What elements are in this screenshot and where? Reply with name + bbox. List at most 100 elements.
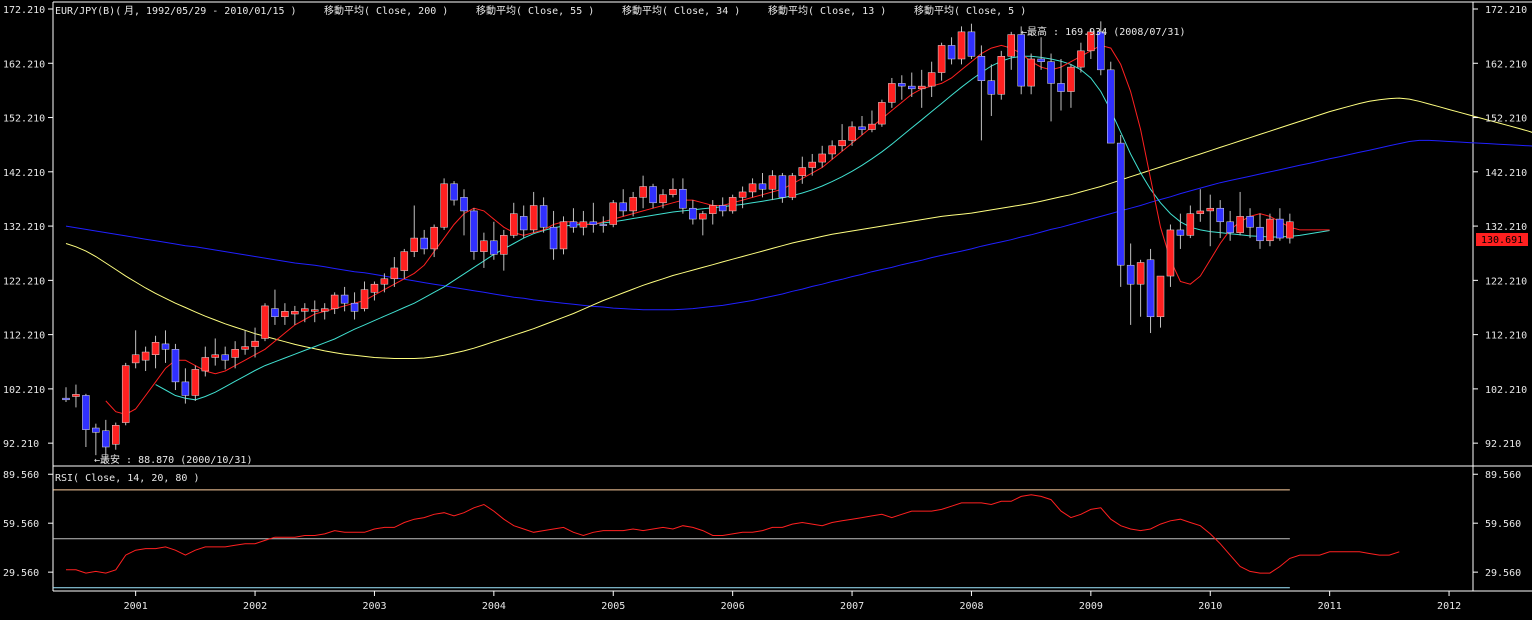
- y-tick-label-right: 92.210: [1485, 439, 1521, 450]
- candle-body-2003-12: [480, 240, 488, 252]
- y-tick-label-left: 152.210: [3, 114, 45, 125]
- ma5-line: [105, 44, 1330, 415]
- y-tick-label-left: 92.210: [3, 439, 39, 450]
- low-annotation: ←最安 : 88.870 (2000/10/31): [94, 453, 252, 466]
- x-tick-label: 2001: [124, 601, 148, 612]
- candle-body-2003-11: [470, 210, 478, 252]
- candle-body-2001-12: [241, 346, 249, 350]
- candle-body-2001-05: [171, 349, 180, 383]
- candle-body-2007-11: [947, 45, 956, 60]
- rsi-tick-label-right: 59.560: [1485, 519, 1521, 530]
- candle-body-2010-06: [1256, 226, 1264, 242]
- candle-body-2000-08: [82, 395, 90, 430]
- rsi-tick-label-right: 29.560: [1485, 568, 1521, 579]
- candle-body-2007-12: [957, 31, 966, 60]
- candle-body-2001-10: [221, 354, 229, 361]
- x-tick-label: 2005: [601, 601, 625, 612]
- candle-body-2003-01: [370, 283, 379, 293]
- y-tick-label-right: 162.210: [1485, 59, 1527, 70]
- candle-body-2003-02: [380, 278, 389, 285]
- candle-body-2005-04: [639, 186, 647, 198]
- rsi-panel: 89.560 89.560 59.560 59.560 29.560 29.560: [3, 470, 1521, 589]
- rsi-tick-label-left: 89.560: [3, 470, 39, 481]
- candle-body-2005-02: [619, 202, 627, 212]
- candle-body-2009-10: [1176, 229, 1185, 236]
- candle-body-2005-01: [609, 202, 617, 225]
- candle-body-2004-03: [510, 213, 518, 236]
- header-symbol: EUR/JPY(B)(: [55, 6, 121, 17]
- candle-body-2002-07: [311, 309, 319, 312]
- x-tick-label: 2003: [362, 601, 386, 612]
- candle-body-2006-06: [778, 175, 787, 198]
- candle-body-2001-07: [191, 369, 200, 396]
- x-tick-label: 2010: [1198, 601, 1222, 612]
- candle-body-2008-07: [1027, 58, 1035, 87]
- candle-body-2008-01: [967, 31, 976, 57]
- header-indicator-ma200: 移動平均( Close, 200 ): [324, 4, 448, 17]
- candle-body-2001-09: [211, 354, 219, 358]
- rsi-tick-label-left: 29.560: [3, 568, 39, 579]
- x-tick-label: 2011: [1318, 601, 1342, 612]
- candle-body-2002-05: [291, 311, 299, 315]
- candle-body-2008-09: [1047, 61, 1055, 84]
- candle-body-2002-04: [281, 311, 289, 318]
- candle-body-2002-11: [350, 302, 359, 312]
- candle-body-2010-07: [1266, 218, 1274, 242]
- candle-body-2002-08: [320, 308, 329, 312]
- candle-body-2003-06: [420, 237, 428, 250]
- x-tick-label: 2012: [1437, 601, 1461, 612]
- candle-body-2008-04: [997, 56, 1006, 95]
- y-tick-label-left: 172.210: [3, 5, 45, 16]
- candle-body-2000-06: [62, 397, 70, 401]
- candle-body-2010-03: [1226, 221, 1234, 233]
- candle-body-2000-12: [121, 365, 130, 423]
- x-tick-label: 2004: [482, 601, 506, 612]
- candle-body-2010-04: [1236, 216, 1244, 233]
- last-price-label: 130.691: [1481, 235, 1523, 246]
- candle-body-2009-06: [1136, 262, 1145, 285]
- candle-body-2002-10: [340, 294, 349, 304]
- rsi-title: RSI( Close, 14, 20, 80 ): [55, 473, 200, 484]
- candle-body-2006-10: [818, 153, 826, 163]
- candle-body-2002-02: [261, 305, 269, 339]
- candle-body-2006-01: [728, 197, 737, 212]
- candle-body-2005-05: [649, 186, 657, 204]
- candle-body-2001-08: [201, 357, 210, 372]
- rsi-tick-label-right: 89.560: [1485, 470, 1521, 481]
- candle-body-2010-08: [1276, 218, 1284, 239]
- candle-body-2009-01: [1087, 31, 1095, 52]
- candle-body-2007-06: [898, 83, 906, 87]
- last-price-box: [1476, 233, 1528, 246]
- header-indicator-ma13: 移動平均( Close, 13 ): [768, 4, 886, 17]
- x-tick-label: 2002: [243, 601, 267, 612]
- candle-body-2007-10: [937, 45, 946, 73]
- candle-body-2001-04: [161, 343, 170, 350]
- candle-body-2006-08: [798, 167, 807, 176]
- header-indicator-ma55: 移動平均( Close, 55 ): [476, 4, 594, 17]
- candle-body-2006-05: [768, 175, 777, 190]
- candle-body-2005-10: [699, 213, 707, 220]
- y-tick-label-right: 142.210: [1485, 168, 1527, 179]
- header-indicator-ma5: 移動平均( Close, 5 ): [914, 4, 1026, 17]
- candle-body-2000-10: [102, 430, 110, 448]
- candle-body-2010-09: [1286, 221, 1294, 239]
- candle-body-2005-03: [629, 197, 637, 212]
- candle-body-2007-04: [878, 102, 886, 125]
- candle-body-2004-10: [579, 221, 588, 228]
- candle-body-2004-01: [490, 240, 498, 255]
- candle-body-2005-11: [709, 205, 717, 214]
- candle-body-2006-02: [738, 191, 747, 198]
- candle-body-2005-08: [679, 188, 687, 209]
- candle-body-2002-03: [271, 308, 279, 318]
- candle-body-2010-02: [1216, 207, 1224, 223]
- candle-body-2008-03: [987, 80, 996, 95]
- candle-body-2009-11: [1186, 213, 1195, 236]
- y-tick-label-left: 112.210: [3, 331, 45, 342]
- candlesticks: [62, 21, 1294, 462]
- candle-body-2006-12: [838, 140, 846, 147]
- candle-body-2008-02: [977, 56, 986, 81]
- candle-body-2004-05: [529, 205, 538, 231]
- y-tick-label-right: 152.210: [1485, 114, 1527, 125]
- x-tick-label: 2009: [1079, 601, 1103, 612]
